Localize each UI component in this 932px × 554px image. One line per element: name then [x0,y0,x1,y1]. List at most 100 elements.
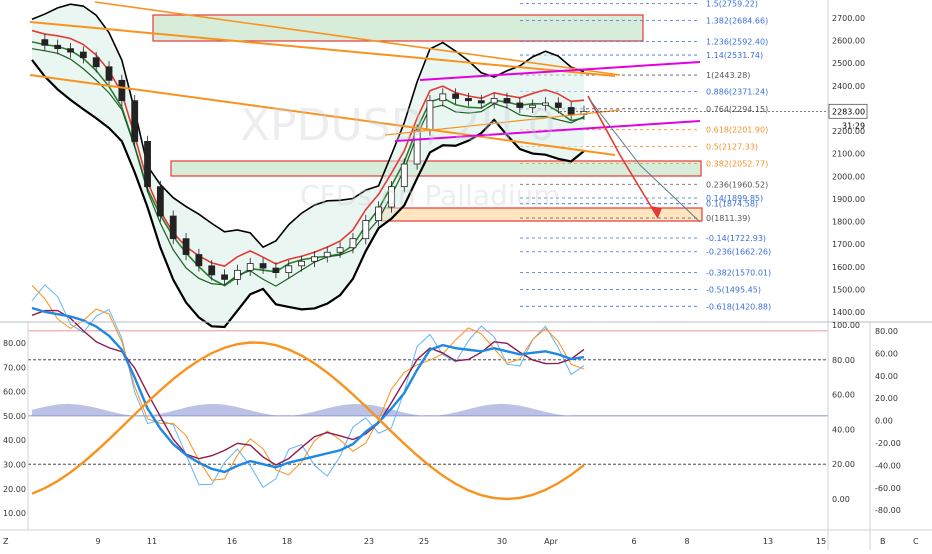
osc-left-tick: 40.00 [3,436,26,445]
candle-body [79,51,87,59]
fib-level-label: 1.382(2684.66) [706,16,768,25]
candle-body [41,39,49,46]
zone-middle [170,160,702,177]
smoothed-orange-line [31,341,585,501]
time-tick-label: Apr [544,537,559,546]
osc-histogram [32,403,575,416]
candle-body [349,238,357,249]
price-tick-label: 2000.00 [832,172,865,181]
candle-body [362,220,370,240]
osc-right-tick: 40.00 [875,372,898,381]
smoothed-blue-line [31,306,585,474]
orange-trendline-outer [94,1,621,76]
candle-body [118,79,126,102]
oscillator-pane[interactable] [28,284,828,501]
price-tick-label: 1800.00 [832,218,865,227]
osc-right-tick: 0.00 [875,417,893,426]
fib-level-label: 0.5(2127.33) [706,143,758,152]
fib-level-label: 0.886(2371.24) [706,87,768,96]
candle-body [439,93,447,102]
time-tick-label: 8 [684,537,689,546]
candle-body [156,186,164,217]
osc-mid-tick: 80.00 [832,356,855,365]
price-tick-label: 2500.00 [832,59,865,68]
osc-mid-tick: 100.00 [832,321,860,330]
current-price-tag [828,103,868,119]
time-tick-label: 25 [419,537,429,546]
osc-left-tick: 20.00 [3,485,26,494]
candle-body [182,238,190,255]
bollinger-lower-line [31,59,585,329]
candle-body [413,129,421,165]
current-price-label: 2283.00 [832,107,865,116]
stoch-orange-thin-line [31,285,585,481]
candle-body [400,163,408,188]
candle-body [92,57,100,68]
osc-left-tick: 30.00 [3,461,26,470]
fib-level-label: 0.236(1960.52) [706,180,768,189]
corner-label-z: Z [3,537,9,546]
candle-body [195,254,203,267]
price-tick-label: 2400.00 [832,82,865,91]
time-tick-label: 6 [631,537,636,546]
osc-right-tick: -60.00 [875,484,901,493]
corner-label-c: C [913,537,919,546]
price-tick-label: 2700.00 [832,14,865,23]
osc-right-tick: -20.00 [875,439,901,448]
candle-body [259,263,267,269]
price-tick-label: 1700.00 [832,240,865,249]
price-tick-label: 1900.00 [832,195,865,204]
fib-level-label: -0.14(1722.93) [706,234,766,243]
time-tick-label: 18 [282,537,292,546]
stoch-light-blue-line [31,284,585,489]
projection-arrowhead [650,206,662,218]
candle-body [490,98,498,104]
watermark-description: CFDs on Palladium [300,179,561,212]
projection-line-grey [589,99,701,223]
osc-right-tick: 20.00 [875,394,898,403]
osc-left-tick: 70.00 [3,363,26,372]
time-tick-label: 30 [497,537,507,546]
countdown-label: 31:29 [842,121,865,130]
fib-level-label: 0(1811.39) [706,214,750,223]
orange-trendline-middle [29,74,616,156]
osc-mid-tick: 60.00 [832,391,855,400]
price-tick-label: 1400.00 [832,308,865,317]
osc-left-tick: 50.00 [3,412,26,421]
fib-level-label: 1.5(2759.22) [706,0,758,9]
osc-left-tick: 60.00 [3,388,26,397]
candle-body [336,247,344,253]
price-pane[interactable]: 1.5(2759.22) 1.382(2684.66) 1.236(2592.40)… [29,0,828,329]
corner-label-b: B [880,537,886,546]
time-tick-label: 13 [763,537,773,546]
fib-level-label: 0.618(2201.90) [706,126,768,135]
candle-body [567,107,575,115]
candle-body [233,269,241,280]
price-tick-label: 1600.00 [832,263,865,272]
candle-body [272,267,280,274]
osc-left-tick: 80.00 [3,339,26,348]
fib-level-label: -0.618(1420.88) [706,302,771,311]
price-tick-label: 2100.00 [832,150,865,159]
osc-mid-tick: 40.00 [832,425,855,434]
magenta-channel-bottom [394,120,701,142]
time-tick-label: 9 [95,537,100,546]
candle-body [452,93,460,99]
candle-body [323,251,331,258]
candle-body [208,265,216,276]
fib-level-label: 0.14(1899.85) [706,194,763,203]
osc-right-tick: 60.00 [875,349,898,358]
candle-body [54,44,62,50]
candle-body [105,66,113,81]
fib-level-label: 1.14(2531.74) [706,51,763,60]
time-tick-label: 23 [364,537,374,546]
osc-right-tick: -80.00 [875,506,901,515]
magenta-channel-top [419,61,701,81]
candle-body [477,100,485,104]
projection-arrow-red [587,95,659,219]
candle-body [516,102,524,108]
osc-left-tick: 10.00 [3,509,26,518]
